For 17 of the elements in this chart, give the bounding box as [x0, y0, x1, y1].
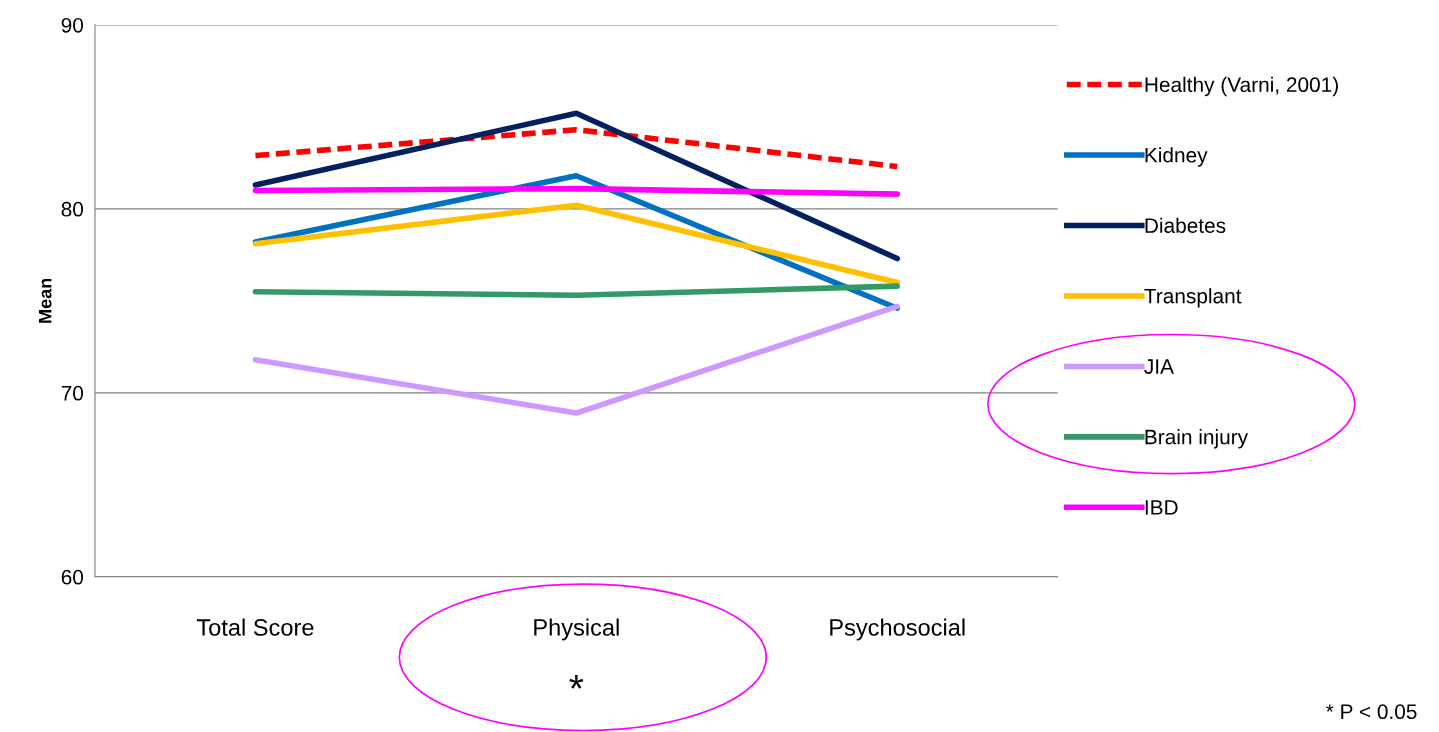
legend-label: Kidney [1145, 147, 1208, 167]
legend-label: JIA [1144, 359, 1174, 374]
legend-label: Diabetes [1145, 217, 1226, 233]
text: * P < 0.05 [1326, 704, 1417, 720]
legend-label: Healthy (Varni, 2001) [1145, 76, 1338, 97]
x-tick-label: Total Score [196, 618, 314, 636]
y-tick-label: 70 [61, 385, 84, 401]
y-axis-title: Mean [38, 278, 52, 323]
x-tick-label: Psychosocial [830, 618, 965, 641]
y-tick-label: 60 [61, 569, 84, 585]
legend-label: IBD [1145, 500, 1178, 515]
text: * [569, 675, 584, 689]
legend-label: Transplant [1144, 288, 1242, 308]
legend-label: Brain injury [1145, 429, 1249, 449]
y-tick-label: 90 [61, 17, 84, 33]
y-tick-label: 80 [61, 201, 84, 217]
x-tick-label: Physical [534, 618, 619, 641]
